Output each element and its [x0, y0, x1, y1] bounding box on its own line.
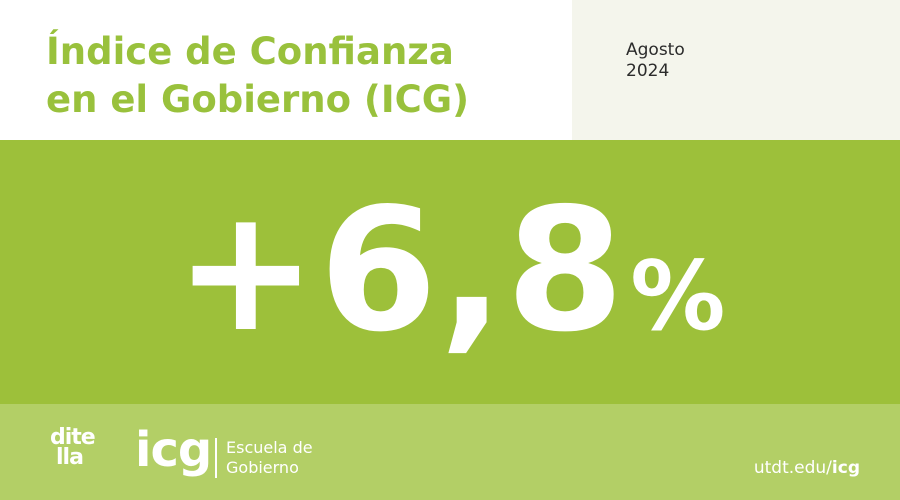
escuela-line-1: Escuela de: [226, 438, 313, 457]
footer: dite lla icg Escuela de Gobierno utdt.ed…: [0, 404, 900, 500]
title-panel: Índice de Confianza en el Gobierno (ICG): [0, 0, 572, 140]
ditella-logo-line-1: dite: [50, 425, 96, 450]
icg-logo: icg: [135, 422, 212, 478]
index-value-number: +6,8: [174, 172, 627, 370]
title-line-2: en el Gobierno (ICG): [46, 78, 470, 121]
escuela-line-2: Gobierno: [226, 458, 299, 477]
hero-panel: +6,8%: [0, 140, 900, 404]
ditella-logo: dite lla: [50, 425, 104, 476]
title-line-1: Índice de Confianza: [46, 30, 454, 73]
date-year: 2024: [626, 61, 670, 81]
url-path: icg: [831, 458, 860, 478]
index-value-percent: %: [630, 242, 726, 352]
header: Índice de Confianza en el Gobierno (ICG)…: [0, 0, 900, 140]
website-link[interactable]: utdt.edu/icg: [754, 458, 860, 478]
index-value: +6,8%: [0, 176, 900, 366]
url-base: utdt.edu/: [753, 458, 832, 478]
escuela-de-gobierno-label: Escuela de Gobierno: [226, 438, 313, 478]
date-month: Agosto: [626, 40, 685, 60]
date-panel: Agosto 2024: [572, 0, 900, 140]
logo-divider: [215, 438, 217, 478]
ditella-logo-line-2: lla: [56, 445, 84, 470]
